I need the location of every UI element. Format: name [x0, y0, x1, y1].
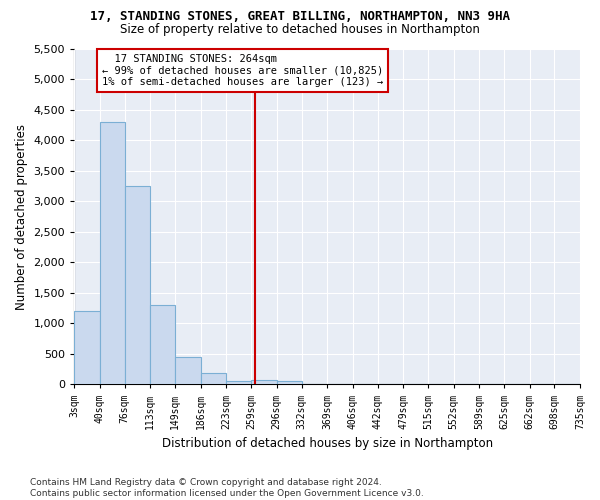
Bar [100, 122, 125, 384]
Text: 17, STANDING STONES, GREAT BILLING, NORTHAMPTON, NN3 9HA: 17, STANDING STONES, GREAT BILLING, NORT… [90, 10, 510, 23]
Bar [74, 311, 100, 384]
Bar [277, 381, 302, 384]
X-axis label: Distribution of detached houses by size in Northampton: Distribution of detached houses by size … [161, 437, 493, 450]
Bar [175, 357, 200, 384]
Bar [125, 186, 150, 384]
Bar [251, 380, 277, 384]
Text: 17 STANDING STONES: 264sqm
← 99% of detached houses are smaller (10,825)
1% of s: 17 STANDING STONES: 264sqm ← 99% of deta… [102, 54, 383, 87]
Bar [150, 305, 175, 384]
Text: Size of property relative to detached houses in Northampton: Size of property relative to detached ho… [120, 22, 480, 36]
Bar [200, 374, 226, 384]
Y-axis label: Number of detached properties: Number of detached properties [15, 124, 28, 310]
Bar [226, 382, 251, 384]
Text: Contains HM Land Registry data © Crown copyright and database right 2024.
Contai: Contains HM Land Registry data © Crown c… [30, 478, 424, 498]
